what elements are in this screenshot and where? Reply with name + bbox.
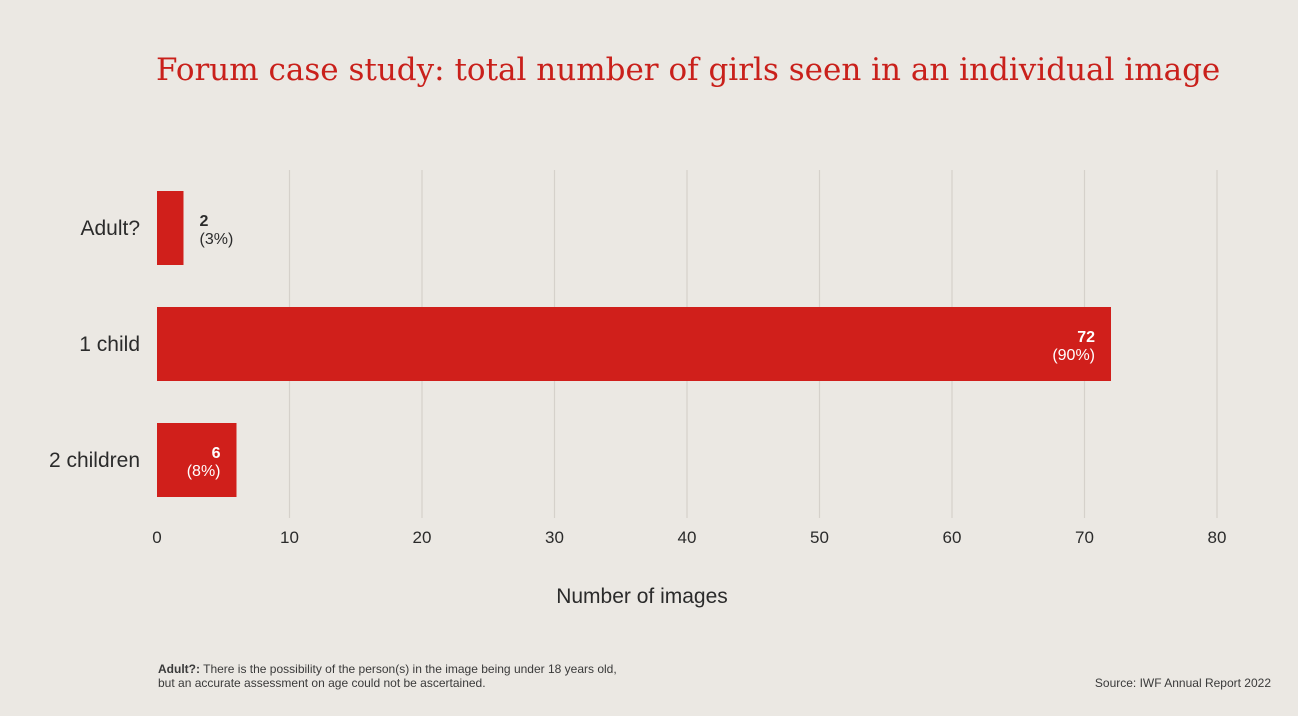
bar — [157, 307, 1111, 381]
bar — [157, 423, 237, 497]
data-label-value: 2 — [200, 213, 209, 230]
x-tick-label: 40 — [678, 528, 697, 547]
data-label-value: 6 — [212, 445, 221, 462]
source-credit: Source: IWF Annual Report 2022 — [1094, 676, 1271, 690]
x-tick-label: 30 — [545, 528, 564, 547]
data-label-percent: (8%) — [187, 463, 221, 480]
category-label: 2 children — [49, 449, 140, 472]
x-tick-label: 0 — [152, 528, 161, 547]
footnote: Adult?: There is the possibility of the … — [158, 662, 617, 690]
x-tick-label: 20 — [413, 528, 432, 547]
category-label: Adult? — [80, 217, 140, 240]
x-tick-label: 60 — [943, 528, 962, 547]
x-axis-title: Number of images — [556, 585, 728, 608]
x-tick-label: 80 — [1208, 528, 1227, 547]
footnote-line2: but an accurate assessment on age could … — [158, 676, 486, 690]
x-tick-label: 10 — [280, 528, 299, 547]
x-tick-label: 70 — [1075, 528, 1094, 547]
footnote-line1: There is the possibility of the person(s… — [203, 662, 617, 676]
data-label-percent: (3%) — [200, 231, 234, 248]
footnote-term: Adult?: — [158, 662, 200, 676]
data-label-percent: (90%) — [1052, 347, 1095, 364]
data-label-value: 72 — [1077, 329, 1095, 346]
category-label: 1 child — [79, 333, 140, 356]
x-tick-label: 50 — [810, 528, 829, 547]
chart-title: Forum case study: total number of girls … — [156, 52, 1221, 88]
bar — [157, 191, 184, 265]
